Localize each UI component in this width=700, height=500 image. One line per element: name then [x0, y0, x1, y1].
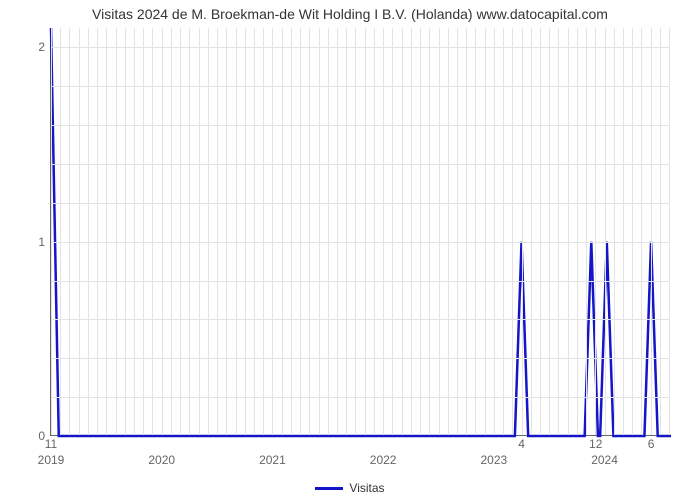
- gridline-vertical-minor: [226, 28, 227, 435]
- gridline-vertical-minor: [300, 28, 301, 435]
- x-tick-label: 2022: [370, 435, 397, 467]
- gridline-vertical-minor: [217, 28, 218, 435]
- gridline-vertical-minor: [69, 28, 70, 435]
- gridline-vertical-minor: [448, 28, 449, 435]
- gridline-vertical-minor: [152, 28, 153, 435]
- gridline-vertical-minor: [577, 28, 578, 435]
- gridline-vertical-minor: [97, 28, 98, 435]
- gridline-vertical-minor: [125, 28, 126, 435]
- gridline-vertical-minor: [374, 28, 375, 435]
- gridline-vertical-minor: [189, 28, 190, 435]
- gridline-vertical-minor: [171, 28, 172, 435]
- gridline-vertical-minor: [641, 28, 642, 435]
- gridline-vertical-minor: [143, 28, 144, 435]
- gridline-vertical-minor: [236, 28, 237, 435]
- gridline-horizontal: [51, 242, 670, 243]
- gridline-vertical-minor: [88, 28, 89, 435]
- x-extra-label: 4: [518, 435, 525, 451]
- gridline-vertical-minor: [595, 28, 596, 435]
- gridline-vertical-minor: [254, 28, 255, 435]
- gridline-vertical-minor: [208, 28, 209, 435]
- gridline-vertical-minor: [614, 28, 615, 435]
- gridline-vertical-minor: [586, 28, 587, 435]
- legend-label: Visitas: [349, 481, 384, 495]
- gridline-vertical-minor: [420, 28, 421, 435]
- legend-swatch: [315, 487, 343, 490]
- plot-area: 012201920202021202220232024114126: [50, 28, 670, 436]
- gridline-vertical-minor: [319, 28, 320, 435]
- gridline-vertical-minor: [263, 28, 264, 435]
- gridline-vertical-minor: [651, 28, 652, 435]
- gridline-vertical-minor: [309, 28, 310, 435]
- x-tick-label: 2023: [480, 435, 507, 467]
- gridline-vertical-minor: [106, 28, 107, 435]
- gridline-vertical-minor: [512, 28, 513, 435]
- gridline-vertical-minor: [475, 28, 476, 435]
- gridline-vertical: [51, 28, 52, 435]
- gridline-vertical-minor: [60, 28, 61, 435]
- gridline-vertical-minor: [291, 28, 292, 435]
- legend: Visitas: [0, 480, 700, 495]
- gridline-vertical-minor: [346, 28, 347, 435]
- gridline-vertical: [272, 28, 273, 435]
- gridline-vertical-minor: [568, 28, 569, 435]
- gridline-vertical-minor: [245, 28, 246, 435]
- gridline-horizontal: [51, 47, 670, 48]
- gridline-vertical-minor: [549, 28, 550, 435]
- y-tick-label: 2: [38, 40, 51, 54]
- chart-title: Visitas 2024 de M. Broekman-de Wit Holdi…: [0, 6, 700, 22]
- x-extra-label: 12: [589, 435, 602, 451]
- x-extra-label: 11: [45, 435, 57, 451]
- gridline-vertical-minor: [632, 28, 633, 435]
- gridline-horizontal: [51, 319, 670, 320]
- gridline-vertical-minor: [558, 28, 559, 435]
- gridline-vertical-minor: [522, 28, 523, 435]
- gridline-horizontal: [51, 281, 670, 282]
- gridline-vertical-minor: [180, 28, 181, 435]
- gridline-vertical-minor: [402, 28, 403, 435]
- gridline-horizontal: [51, 86, 670, 87]
- gridline-horizontal: [51, 358, 670, 359]
- x-tick-label: 2021: [259, 435, 286, 467]
- gridline-vertical: [605, 28, 606, 435]
- gridline-vertical-minor: [411, 28, 412, 435]
- gridline-horizontal: [51, 397, 670, 398]
- gridline-vertical-minor: [199, 28, 200, 435]
- gridline-horizontal: [51, 125, 670, 126]
- x-extra-label: 6: [648, 435, 655, 451]
- gridline-vertical-minor: [365, 28, 366, 435]
- gridline-vertical-minor: [282, 28, 283, 435]
- gridline-vertical-minor: [669, 28, 670, 435]
- y-tick-label: 1: [38, 235, 51, 249]
- gridline-vertical-minor: [79, 28, 80, 435]
- gridline-vertical-minor: [429, 28, 430, 435]
- gridline-horizontal: [51, 203, 670, 204]
- gridline-vertical-minor: [392, 28, 393, 435]
- gridline-vertical-minor: [540, 28, 541, 435]
- gridline-vertical-minor: [660, 28, 661, 435]
- gridline-vertical-minor: [466, 28, 467, 435]
- gridline-vertical-minor: [134, 28, 135, 435]
- gridline-vertical-minor: [531, 28, 532, 435]
- gridline-vertical: [383, 28, 384, 435]
- gridline-vertical-minor: [457, 28, 458, 435]
- gridline-vertical-minor: [116, 28, 117, 435]
- x-tick-label: 2020: [148, 435, 175, 467]
- gridline-vertical-minor: [439, 28, 440, 435]
- gridline-vertical: [162, 28, 163, 435]
- gridline-vertical-minor: [355, 28, 356, 435]
- gridline-vertical: [494, 28, 495, 435]
- gridline-vertical-minor: [337, 28, 338, 435]
- gridline-vertical-minor: [485, 28, 486, 435]
- gridline-vertical-minor: [623, 28, 624, 435]
- gridline-vertical-minor: [503, 28, 504, 435]
- gridline-horizontal: [51, 164, 670, 165]
- gridline-vertical-minor: [328, 28, 329, 435]
